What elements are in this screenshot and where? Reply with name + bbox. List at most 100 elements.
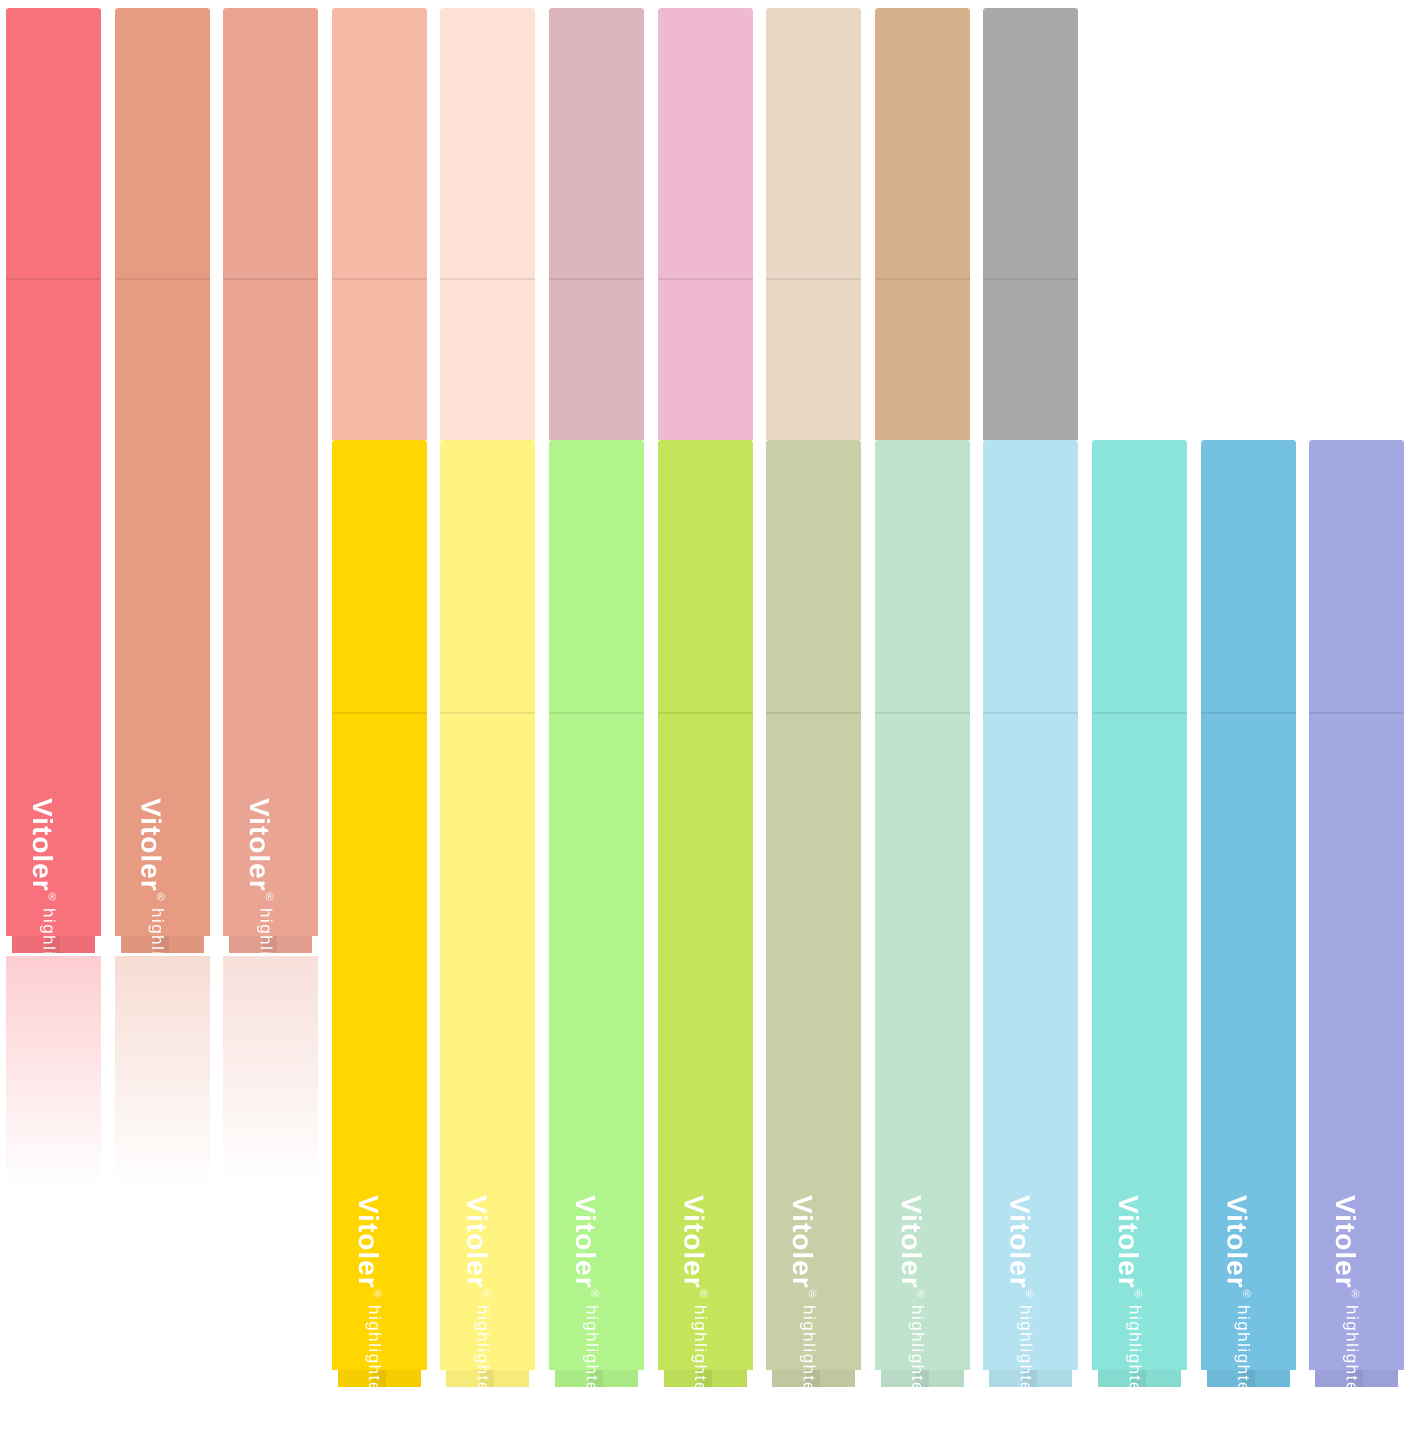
highlighter-tip (555, 1370, 638, 1387)
brand-label: Vitoler® highlighter (895, 1195, 928, 1400)
highlighter-barrel (549, 712, 644, 1370)
highlighter-tip (1098, 1370, 1181, 1387)
highlighter-tip (663, 1370, 747, 1387)
cap-seam (549, 278, 644, 280)
cap-seam (1092, 712, 1187, 714)
tip-notch (589, 1370, 603, 1387)
brand-label: Vitoler® highlighter (678, 1195, 710, 1400)
highlighter-tip (446, 1370, 530, 1387)
highlighter-tip (772, 1370, 856, 1387)
brand-name: Vitoler® (461, 1195, 493, 1302)
brand-name: Vitoler® (27, 798, 59, 905)
highlighter-barrel (766, 712, 862, 1370)
product-name: highlighter (256, 907, 276, 1003)
highlighter-tip (989, 1370, 1073, 1387)
highlighter-cap (766, 440, 862, 712)
highlighter-cap (657, 8, 753, 440)
highlighter-cap (331, 8, 427, 440)
brand-label: Vitoler® highlighter (244, 798, 276, 1003)
highlighter-barrel (983, 712, 1079, 1370)
cap-seam (331, 712, 427, 714)
highlighter-barrel (1309, 712, 1405, 1370)
highlighter-cap (549, 8, 644, 440)
brand-label: Vitoler® highlighter (787, 1195, 819, 1400)
tip-notch (1349, 1370, 1364, 1387)
product-name: highlighter (473, 1304, 493, 1400)
highlighter-cap (549, 440, 644, 712)
brand-label: Vitoler® highlighter (352, 1195, 385, 1400)
tip-notch (371, 1370, 386, 1387)
product-name: highlighter (1342, 1304, 1362, 1400)
product-name: highlighter (39, 907, 59, 1003)
highlighter-barrel (1200, 712, 1296, 1370)
brand-label: Vitoler® highlighter (461, 1195, 493, 1400)
tip-notch (1240, 1370, 1255, 1387)
highlighter-cap (331, 440, 427, 712)
highlighter-cap (874, 8, 970, 440)
highlighter-barrel (331, 712, 427, 1370)
brand-name: Vitoler® (244, 798, 276, 905)
cap-seam (549, 712, 644, 714)
reflection (114, 956, 210, 1186)
highlighter-cap (223, 8, 319, 278)
highlighter-cap (1200, 440, 1296, 712)
brand-label: Vitoler® highlighter (1330, 1195, 1362, 1400)
highlighter-barrel (657, 712, 753, 1370)
product-name: highlighter (147, 907, 167, 1003)
brand-name: Vitoler® (1330, 1195, 1362, 1302)
tip-notch (1023, 1370, 1038, 1387)
highlighter-cap (1309, 440, 1405, 712)
cap-seam (1309, 712, 1405, 714)
highlighter-tip (229, 936, 313, 953)
tip-notch (46, 936, 60, 953)
brand-label: Vitoler® highlighter (1004, 1195, 1036, 1400)
brand-name: Vitoler® (135, 798, 167, 905)
highlighter-cap (983, 440, 1079, 712)
brand-name: Vitoler® (787, 1195, 819, 1302)
highlighter-cap (766, 8, 862, 440)
highlighter-tip (1206, 1370, 1290, 1387)
highlighter-barrel (223, 278, 319, 936)
tip-notch (263, 936, 278, 953)
tip-notch (806, 1370, 821, 1387)
cap-seam (114, 278, 210, 280)
brand-name: Vitoler® (1113, 1195, 1145, 1302)
highlighter-barrel (1092, 712, 1187, 1370)
tip-notch (697, 1370, 712, 1387)
reflection (6, 956, 101, 1186)
brand-name: Vitoler® (1004, 1195, 1036, 1302)
tip-notch (1132, 1370, 1146, 1387)
highlighter-cap (440, 8, 536, 440)
tip-notch (914, 1370, 929, 1387)
brand-label: Vitoler® highlighter (135, 798, 167, 1003)
cap-seam (983, 712, 1079, 714)
product-name: highlighter (365, 1304, 385, 1400)
highlighter-tip (880, 1370, 964, 1387)
brand-name: Vitoler® (678, 1195, 710, 1302)
brand-name: Vitoler® (352, 1195, 385, 1302)
brand-label: Vitoler® highlighter (27, 798, 59, 1003)
highlighter-tip (1315, 1370, 1399, 1387)
highlighter-barrel (874, 712, 970, 1370)
cap-seam (657, 278, 753, 280)
cap-seam (440, 712, 536, 714)
highlighter-cap (983, 8, 1079, 440)
brand-label: Vitoler® highlighter (1222, 1195, 1253, 1400)
cap-seam (657, 712, 753, 714)
highlighter-cap (657, 440, 753, 712)
cap-seam (874, 712, 970, 714)
cap-seam (766, 278, 862, 280)
product-name: highlighter (1125, 1304, 1145, 1400)
cap-seam (440, 278, 536, 280)
tip-notch (154, 936, 169, 953)
reflection (223, 956, 319, 1186)
product-name: highlighter (582, 1304, 602, 1400)
product-name: highlighter (799, 1304, 819, 1400)
highlighter-tip (120, 936, 204, 953)
brand-label: Vitoler® highlighter (570, 1195, 602, 1400)
highlighter-barrel (114, 278, 210, 936)
cap-seam (766, 712, 862, 714)
cap-seam (331, 278, 427, 280)
brand-name: Vitoler® (895, 1195, 928, 1302)
